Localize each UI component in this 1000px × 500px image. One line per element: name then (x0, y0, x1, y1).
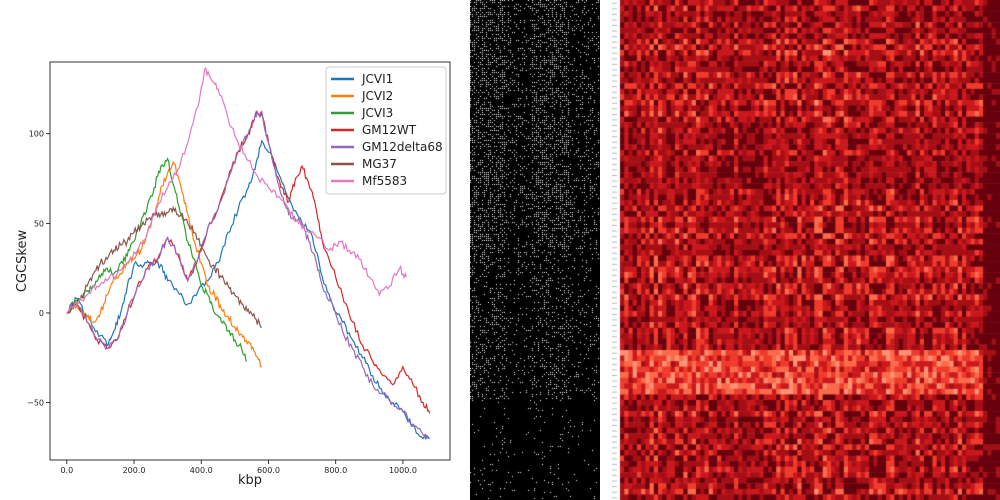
series-line-mf5583 (66, 66, 407, 314)
y-tick-label: 100 (29, 130, 44, 139)
series-line-gm12delta68 (66, 110, 430, 441)
x-tick-label: 400.0 (190, 466, 213, 475)
series-line-jcvi1 (66, 139, 431, 440)
legend-label-jcvi2: JCVI2 (361, 89, 393, 103)
dotplot-canvas (470, 0, 600, 500)
legend: JCVI1 JCVI2 JCVI3 GM12WT GM12delta68 MG37 Mf55… (325, 66, 447, 195)
x-tick-label: 0.0 (60, 466, 73, 475)
legend-label-mg37: MG37 (362, 157, 397, 171)
series-line-mg37 (66, 205, 262, 328)
x-tick-label: 1000.0 (389, 466, 417, 475)
series-line-jcvi3 (66, 157, 248, 362)
heatmap-canvas (612, 0, 1000, 500)
y-axis-label: CGCSkew (15, 230, 30, 293)
cgc-skew-line-chart: 0.0 200.0 400.0 600.0 800.0 1000.0 −50050100 … (15, 61, 451, 488)
series-line-jcvi2 (66, 160, 262, 368)
y-tick-label: 50 (34, 219, 44, 228)
x-axis-ticks: 0.0 200.0 400.0 600.0 800.0 1000.0 (60, 460, 417, 475)
legend-label-jcvi1: JCVI1 (361, 72, 393, 86)
x-tick-label: 200.0 (123, 466, 146, 475)
x-tick-label: 600.0 (257, 466, 280, 475)
x-axis-label: kbp (238, 473, 262, 488)
legend-label-jcvi3: JCVI3 (361, 106, 393, 120)
y-tick-label: 0 (39, 309, 44, 318)
legend-box (325, 66, 447, 195)
x-tick-label: 800.0 (324, 466, 347, 475)
y-tick-label: −50 (27, 399, 44, 408)
legend-label-gm12wt: GM12WT (362, 123, 417, 137)
similarity-heatmap (612, 0, 1000, 500)
genome-dotplot-panel (470, 0, 600, 500)
legend-label-mf5583: Mf5583 (362, 174, 407, 188)
legend-label-gm12delta68: GM12delta68 (362, 140, 443, 154)
y-axis-ticks: −50 0 50 100 (27, 130, 50, 408)
plot-area (66, 66, 431, 441)
